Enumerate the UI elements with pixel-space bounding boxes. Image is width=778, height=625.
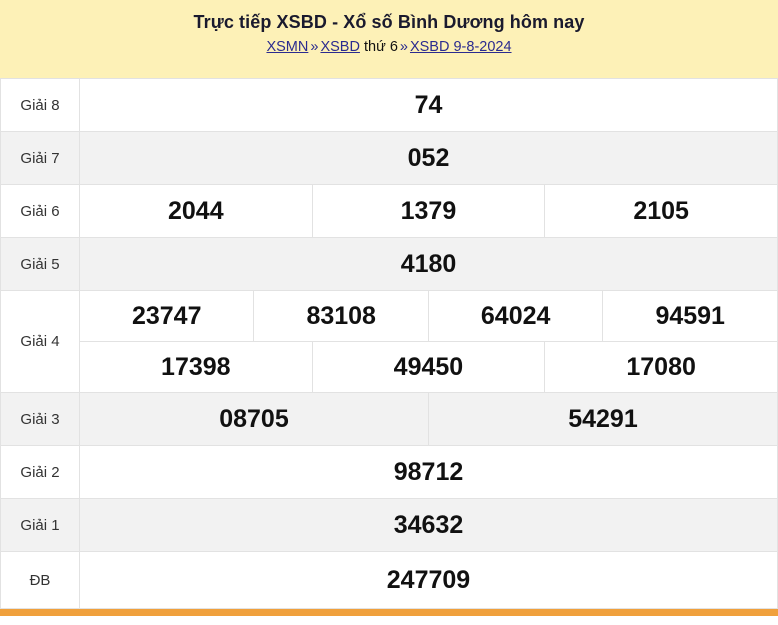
prize-value-3-1: 08705 [79, 392, 429, 446]
page-title: Trực tiếp XSBD - Xổ số Bình Dương hôm na… [193, 12, 585, 32]
prize-value-3-2: 54291 [427, 392, 778, 446]
prize-label-8: Giải 8 [0, 78, 80, 132]
prize-value-7-1: 052 [79, 131, 778, 185]
prize-label-3: Giải 3 [0, 392, 80, 446]
prize-value-4-1: 23747 [78, 290, 255, 342]
prize-label-5: Giải 5 [0, 237, 80, 291]
breadcrumb-weekday: thứ 6 [363, 39, 398, 55]
prize-value-4-2: 83108 [253, 290, 429, 342]
table-row: ĐB 247709 [0, 551, 778, 609]
breadcrumb-link-xsmn[interactable]: XSMN [266, 39, 309, 55]
table-row: Giải 3 08705 54291 [0, 392, 778, 446]
breadcrumb-separator-1: » [310, 39, 319, 55]
breadcrumb: XSMN» XSBD thứ 6» XSBD 9-8-2024 [0, 38, 778, 56]
prize-label-7: Giải 7 [0, 131, 80, 185]
prize-value-6-3: 2105 [544, 184, 778, 238]
prize-label-4: Giải 4 [0, 290, 80, 393]
table-row: Giải 1 34632 [0, 498, 778, 552]
results-table-container: Giải 8 74 Giải 7 052 Giải 6 2044 1379 21… [0, 78, 778, 609]
prize-value-6-2: 1379 [311, 184, 546, 238]
breadcrumb-separator-2: » [399, 39, 408, 55]
prize-value-8-1: 74 [79, 78, 778, 132]
prize-label-6: Giải 6 [0, 184, 80, 238]
prize-label-db: ĐB [0, 551, 80, 609]
table-row: Giải 8 74 [0, 78, 778, 132]
table-row: Giải 6 2044 1379 2105 [0, 184, 778, 238]
table-row: Giải 5 4180 [0, 237, 778, 291]
prize-value-4-3: 64024 [427, 290, 604, 342]
prize-label-1: Giải 1 [0, 498, 80, 552]
breadcrumb-link-date[interactable]: XSBD 9-8-2024 [409, 39, 512, 55]
prize-label-2: Giải 2 [0, 445, 80, 499]
prize-value-5-1: 4180 [79, 237, 778, 291]
page-header: Trực tiếp XSBD - Xổ số Bình Dương hôm na… [0, 0, 778, 78]
prize-value-db-1: 247709 [79, 551, 778, 609]
prize-value-4-4: 94591 [602, 290, 778, 342]
breadcrumb-link-xsbd[interactable]: XSBD [320, 39, 360, 55]
table-row: Giải 4 23747 83108 64024 94591 [0, 290, 778, 393]
prize-value-6-1: 2044 [79, 184, 313, 238]
prize-value-4-5: 17398 [79, 341, 313, 393]
prize-value-1-1: 34632 [79, 498, 778, 552]
prize-value-2-1: 98712 [79, 445, 778, 499]
table-row: 17398 49450 17080 [1, 341, 778, 393]
table-row: Giải 2 98712 [0, 445, 778, 499]
table-row: Giải 7 052 [0, 131, 778, 185]
prize-value-4-7: 17080 [544, 341, 778, 393]
lottery-results-table: Giải 8 74 Giải 7 052 Giải 6 2044 1379 21… [0, 78, 778, 609]
prize-value-4-6: 49450 [311, 341, 546, 393]
bottom-accent-bar [0, 609, 778, 616]
